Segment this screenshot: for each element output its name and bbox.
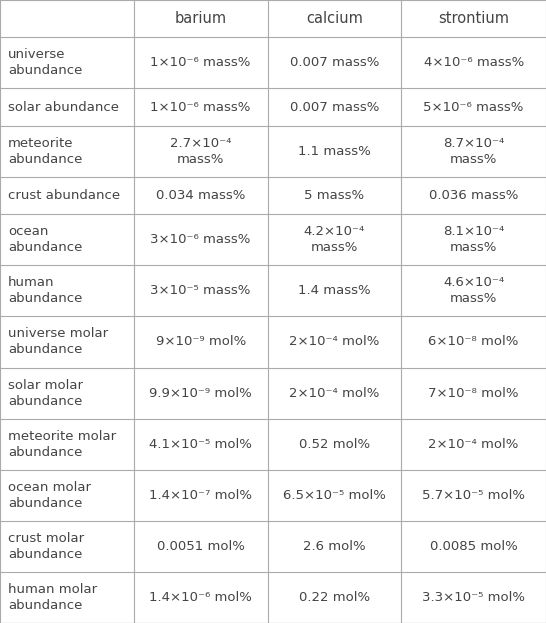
Text: 6.5×10⁻⁵ mol%: 6.5×10⁻⁵ mol% bbox=[283, 489, 386, 502]
Text: human molar
abundance: human molar abundance bbox=[8, 583, 97, 612]
Text: 9×10⁻⁹ mol%: 9×10⁻⁹ mol% bbox=[156, 335, 246, 348]
Text: 7×10⁻⁸ mol%: 7×10⁻⁸ mol% bbox=[429, 386, 519, 399]
Text: 8.7×10⁻⁴
mass%: 8.7×10⁻⁴ mass% bbox=[443, 137, 505, 166]
Text: 1.4 mass%: 1.4 mass% bbox=[298, 284, 371, 297]
Text: 4.2×10⁻⁴
mass%: 4.2×10⁻⁴ mass% bbox=[304, 226, 365, 254]
Text: 0.52 mol%: 0.52 mol% bbox=[299, 438, 370, 450]
Text: strontium: strontium bbox=[438, 11, 509, 26]
Text: 2×10⁻⁴ mol%: 2×10⁻⁴ mol% bbox=[429, 438, 519, 450]
Text: 2×10⁻⁴ mol%: 2×10⁻⁴ mol% bbox=[289, 335, 379, 348]
Text: 1×10⁻⁶ mass%: 1×10⁻⁶ mass% bbox=[151, 100, 251, 113]
Text: crust molar
abundance: crust molar abundance bbox=[8, 532, 84, 561]
Text: 2×10⁻⁴ mol%: 2×10⁻⁴ mol% bbox=[289, 386, 379, 399]
Text: 0.034 mass%: 0.034 mass% bbox=[156, 189, 245, 202]
Text: 0.22 mol%: 0.22 mol% bbox=[299, 591, 370, 604]
Text: 0.007 mass%: 0.007 mass% bbox=[290, 100, 379, 113]
Text: 0.0085 mol%: 0.0085 mol% bbox=[430, 540, 518, 553]
Text: meteorite
abundance: meteorite abundance bbox=[8, 137, 82, 166]
Text: universe molar
abundance: universe molar abundance bbox=[8, 328, 108, 356]
Text: barium: barium bbox=[175, 11, 227, 26]
Text: 3.3×10⁻⁵ mol%: 3.3×10⁻⁵ mol% bbox=[422, 591, 525, 604]
Text: 2.7×10⁻⁴
mass%: 2.7×10⁻⁴ mass% bbox=[170, 137, 232, 166]
Text: 4.1×10⁻⁵ mol%: 4.1×10⁻⁵ mol% bbox=[149, 438, 252, 450]
Text: 6×10⁻⁸ mol%: 6×10⁻⁸ mol% bbox=[429, 335, 519, 348]
Text: ocean molar
abundance: ocean molar abundance bbox=[8, 481, 91, 510]
Text: 8.1×10⁻⁴
mass%: 8.1×10⁻⁴ mass% bbox=[443, 226, 505, 254]
Text: 5.7×10⁻⁵ mol%: 5.7×10⁻⁵ mol% bbox=[422, 489, 525, 502]
Text: 1.4×10⁻⁶ mol%: 1.4×10⁻⁶ mol% bbox=[149, 591, 252, 604]
Text: universe
abundance: universe abundance bbox=[8, 49, 82, 77]
Text: solar molar
abundance: solar molar abundance bbox=[8, 379, 83, 407]
Text: 5×10⁻⁶ mass%: 5×10⁻⁶ mass% bbox=[424, 100, 524, 113]
Text: 1.1 mass%: 1.1 mass% bbox=[298, 145, 371, 158]
Text: human
abundance: human abundance bbox=[8, 277, 82, 305]
Text: 0.0051 mol%: 0.0051 mol% bbox=[157, 540, 245, 553]
Text: 9.9×10⁻⁹ mol%: 9.9×10⁻⁹ mol% bbox=[149, 386, 252, 399]
Text: meteorite molar
abundance: meteorite molar abundance bbox=[8, 430, 116, 459]
Text: 5 mass%: 5 mass% bbox=[304, 189, 365, 202]
Text: solar abundance: solar abundance bbox=[8, 100, 119, 113]
Text: 3×10⁻⁵ mass%: 3×10⁻⁵ mass% bbox=[151, 284, 251, 297]
Text: 1.4×10⁻⁷ mol%: 1.4×10⁻⁷ mol% bbox=[149, 489, 252, 502]
Text: 4.6×10⁻⁴
mass%: 4.6×10⁻⁴ mass% bbox=[443, 277, 504, 305]
Text: 3×10⁻⁶ mass%: 3×10⁻⁶ mass% bbox=[151, 233, 251, 246]
Text: 0.007 mass%: 0.007 mass% bbox=[290, 57, 379, 69]
Text: 1×10⁻⁶ mass%: 1×10⁻⁶ mass% bbox=[151, 57, 251, 69]
Text: crust abundance: crust abundance bbox=[8, 189, 120, 202]
Text: ocean
abundance: ocean abundance bbox=[8, 226, 82, 254]
Text: 2.6 mol%: 2.6 mol% bbox=[303, 540, 366, 553]
Text: 4×10⁻⁶ mass%: 4×10⁻⁶ mass% bbox=[424, 57, 524, 69]
Text: 0.036 mass%: 0.036 mass% bbox=[429, 189, 518, 202]
Text: calcium: calcium bbox=[306, 11, 363, 26]
